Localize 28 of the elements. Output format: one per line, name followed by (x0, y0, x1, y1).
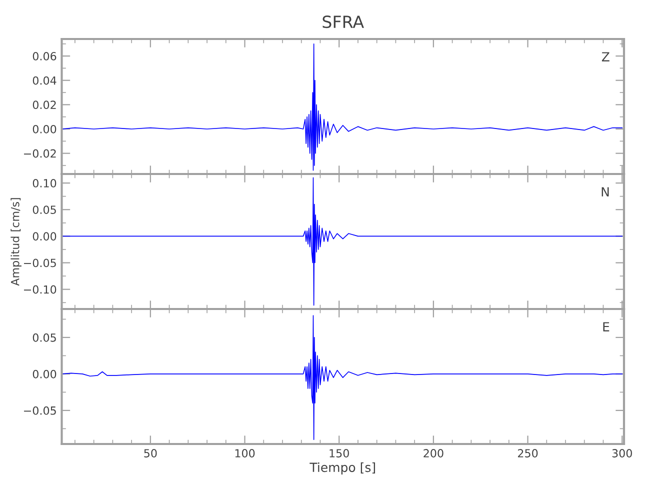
y-tick-label: 0.02 (32, 100, 56, 110)
y-tick-label: 0.00 (32, 370, 56, 378)
y-tick-label: 0.04 (32, 76, 56, 85)
x-tick-label: 150 (330, 449, 349, 458)
line-series (62, 315, 623, 440)
y-tick-label: −0.05 (24, 258, 56, 268)
x-tick-label: 200 (424, 449, 444, 458)
y-tick-label: −0.10 (24, 285, 56, 294)
annotation: E (603, 322, 610, 332)
annotation: Z (602, 52, 610, 62)
line-series (62, 43, 623, 171)
x-tick-label: 250 (518, 449, 538, 458)
y-tick-label: 0.00 (32, 232, 56, 241)
x-tick-label: 50 (144, 449, 157, 458)
y-tick-label: 0.06 (32, 52, 56, 60)
y-tick-label: 0.00 (32, 124, 56, 134)
y-tick-label: 0.10 (32, 179, 56, 188)
x-axis-title: Tiempo [s] (310, 462, 376, 474)
x-tick-label: 100 (235, 449, 255, 458)
annotation: N (602, 187, 609, 196)
line-series (62, 177, 623, 306)
y-tick-label: 0.05 (32, 206, 56, 214)
x-tick-label: 300 (612, 449, 632, 458)
y-axis-title: Amplitud [cm/s] (10, 198, 22, 286)
y-tick-label: −0.05 (24, 406, 56, 415)
chart-title: SFRA (322, 16, 364, 28)
y-tick-label: −0.02 (24, 149, 56, 158)
y-tick-label: 0.05 (32, 333, 56, 342)
